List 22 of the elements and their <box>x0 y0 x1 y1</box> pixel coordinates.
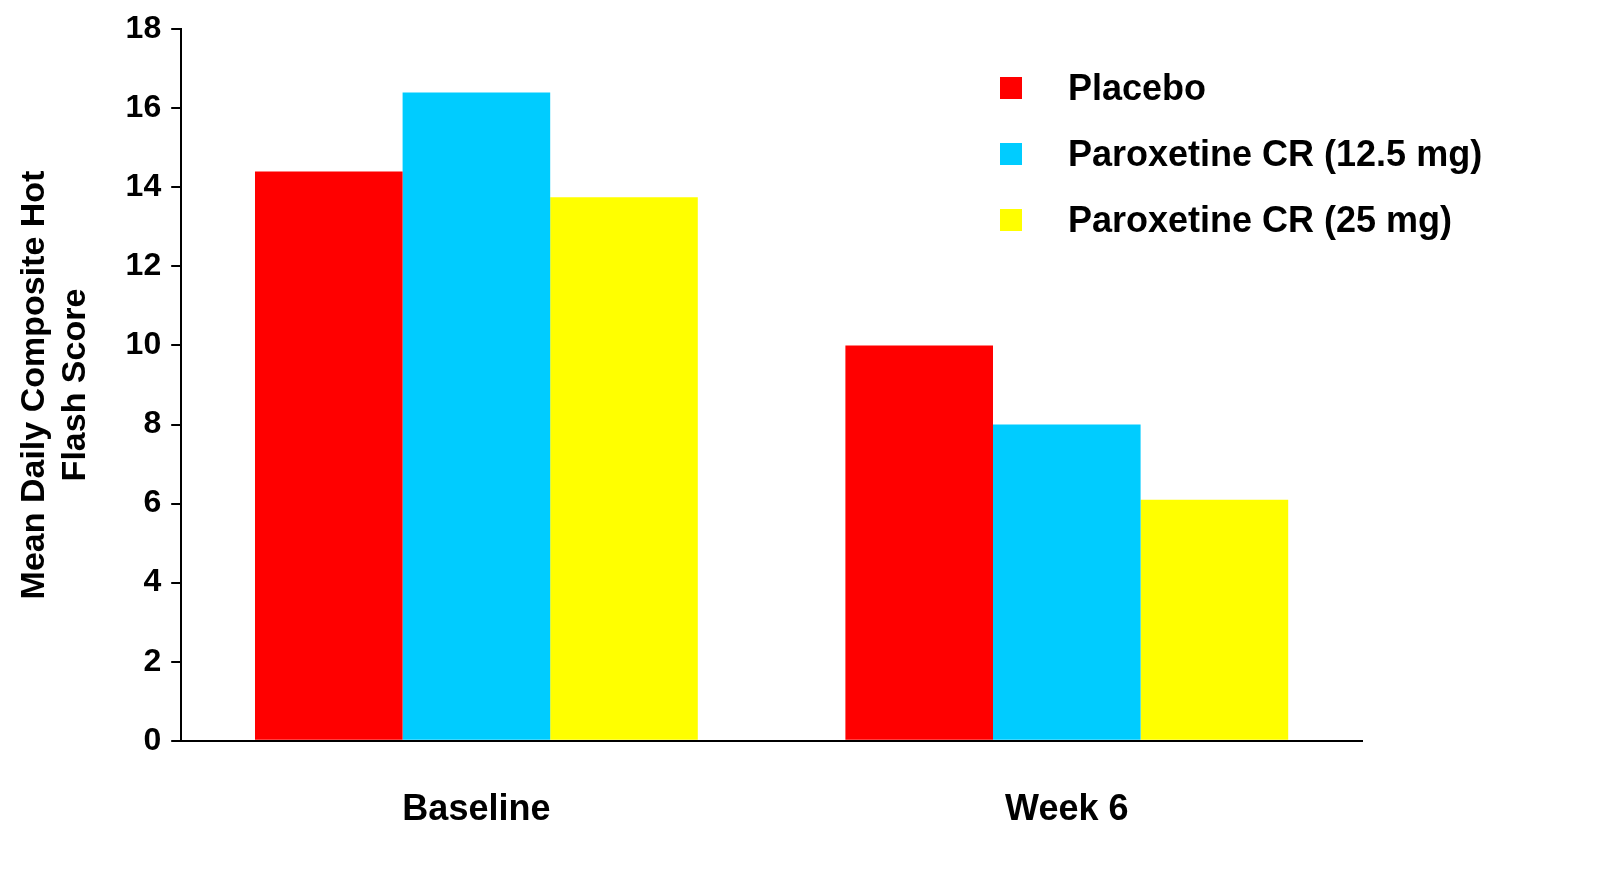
y-tick-label: 16 <box>125 88 162 125</box>
y-tick-label: 14 <box>125 167 162 204</box>
bar <box>402 92 551 740</box>
legend-label: Paroxetine CR (25 mg) <box>1068 199 1453 241</box>
legend-label: Paroxetine CR (12.5 mg) <box>1068 133 1483 175</box>
y-tick-label: 2 <box>143 641 162 678</box>
y-tick-label: 12 <box>125 246 162 283</box>
y-tick-label: 8 <box>143 404 162 441</box>
y-tick-label: 18 <box>125 9 162 46</box>
bar <box>1140 499 1289 740</box>
y-tick-label: 4 <box>143 562 162 599</box>
y-tick-label: 0 <box>143 720 162 757</box>
bar <box>550 197 698 740</box>
bar <box>254 171 403 740</box>
bar <box>993 424 1141 740</box>
y-axis-title: Mean Daily Composite Hot Flash Score <box>12 170 92 600</box>
legend-label: Placebo <box>1068 67 1207 109</box>
y-tick-label: 6 <box>143 483 162 520</box>
y-tick-label: 10 <box>125 325 162 362</box>
x-tick-label: Week 6 <box>1005 787 1129 829</box>
x-tick-label: Baseline <box>402 787 551 829</box>
bar <box>845 345 993 740</box>
